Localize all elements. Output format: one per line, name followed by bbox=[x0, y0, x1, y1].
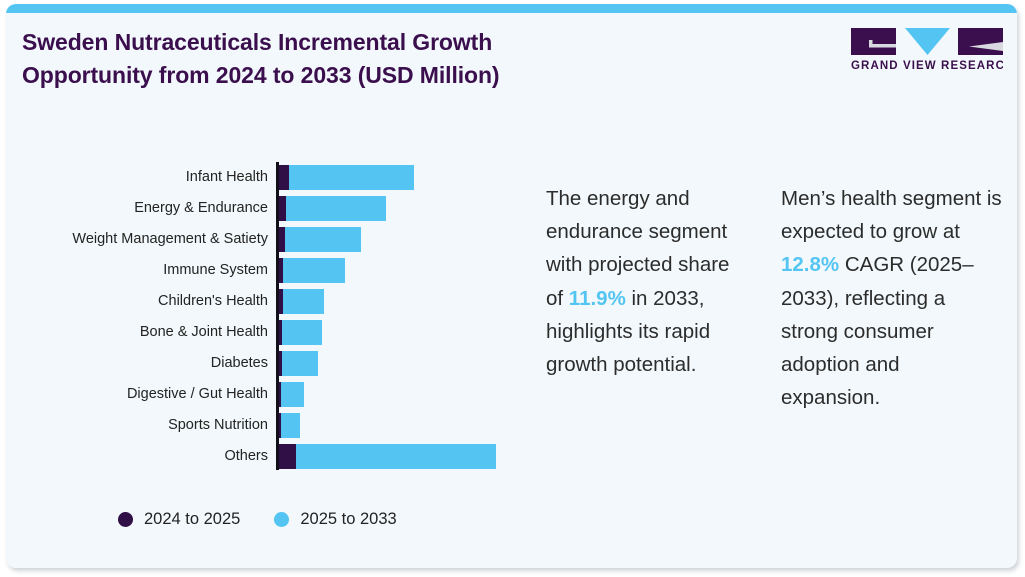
note-1-highlight: 11.9% bbox=[568, 286, 626, 310]
bar-category-label: Weight Management & Satiety bbox=[72, 231, 268, 247]
stacked-bar bbox=[279, 258, 345, 283]
bar-category-label: Diabetes bbox=[210, 355, 268, 371]
bar-row: Weight Management & Satiety bbox=[6, 224, 526, 255]
bar-row: Sports Nutrition bbox=[6, 410, 526, 441]
stacked-bar bbox=[279, 196, 386, 221]
bar-segment-2025-2033 bbox=[285, 227, 361, 252]
page-title-line-2: Opportunity from 2024 to 2033 (USD Milli… bbox=[22, 61, 500, 88]
bar-segment-2025-2033 bbox=[283, 258, 345, 283]
stacked-bar bbox=[279, 351, 318, 376]
legend-swatch-icon bbox=[274, 512, 290, 527]
bar-segment-2025-2033 bbox=[282, 320, 322, 345]
bar-segment-2024-2025 bbox=[279, 227, 285, 252]
y-axis-line bbox=[276, 162, 279, 470]
stacked-bar bbox=[279, 289, 324, 314]
bar-category-label: Bone & Joint Health bbox=[139, 324, 268, 340]
note-energy-endurance: The energy and endurance segment with pr… bbox=[546, 182, 746, 381]
stacked-bar bbox=[279, 227, 361, 252]
bar-segment-2024-2025 bbox=[279, 351, 282, 376]
stacked-bar bbox=[279, 382, 304, 407]
chart-legend: 2024 to 2025 2025 to 2033 bbox=[118, 510, 397, 529]
bar-row: Diabetes bbox=[6, 348, 526, 379]
bar-category-label: Immune System bbox=[163, 262, 268, 278]
page-title: Sweden Nutraceuticals Incremental Growth… bbox=[22, 26, 702, 91]
bar-row: Children's Health bbox=[6, 286, 526, 317]
bar-segment-2024-2025 bbox=[279, 320, 282, 345]
bar-segment-2025-2033 bbox=[289, 165, 414, 190]
bar-segment-2024-2025 bbox=[279, 382, 281, 407]
stacked-bar bbox=[279, 165, 414, 190]
stacked-bar bbox=[279, 444, 496, 469]
bar-segment-2024-2025 bbox=[279, 289, 283, 314]
stacked-bar bbox=[279, 320, 322, 345]
bar-row: Digestive / Gut Health bbox=[6, 379, 526, 410]
note-1-text-after: in 2033, highlights its rapid growth pot… bbox=[546, 286, 711, 377]
bar-row: Others bbox=[6, 441, 526, 472]
page-title-line-1: Sweden Nutraceuticals Incremental Growth bbox=[22, 29, 493, 55]
bar-segment-2025-2033 bbox=[296, 444, 496, 469]
legend-item[interactable]: 2024 to 2025 bbox=[118, 510, 240, 529]
bar-category-label: Infant Health bbox=[185, 169, 268, 185]
bar-row: Immune System bbox=[6, 255, 526, 286]
bar-segment-2025-2033 bbox=[281, 413, 300, 438]
incremental-growth-bar-chart: Infant Health Energy & Endurance Weight Ma… bbox=[6, 154, 526, 484]
note-2-highlight: 12.8% bbox=[781, 253, 840, 277]
bar-segment-2024-2025 bbox=[279, 196, 286, 221]
bar-rows: Infant Health Energy & Endurance Weight Ma… bbox=[6, 162, 526, 472]
bar-segment-2024-2025 bbox=[279, 413, 281, 438]
bar-segment-2025-2033 bbox=[281, 382, 304, 407]
bar-segment-2025-2033 bbox=[283, 289, 324, 314]
gvr-logo-icon: GRAND VIEW RESEARCH bbox=[851, 28, 1003, 72]
stacked-bar bbox=[279, 413, 300, 438]
note-2-text-after: CAGR (2025–2033), reflecting a strong co… bbox=[781, 253, 974, 410]
bar-category-label: Sports Nutrition bbox=[168, 417, 268, 433]
note-mens-health: Men’s health segment is expected to grow… bbox=[781, 182, 1003, 414]
bar-segment-2024-2025 bbox=[279, 165, 289, 190]
note-2-text-before: Men’s health segment is expected to grow… bbox=[781, 187, 1002, 244]
bar-segment-2025-2033 bbox=[282, 351, 318, 376]
legend-item[interactable]: 2025 to 2033 bbox=[274, 510, 397, 529]
chart-card: Sweden Nutraceuticals Incremental Growth… bbox=[6, 4, 1017, 568]
bar-row: Infant Health bbox=[6, 162, 526, 193]
legend-label: 2024 to 2025 bbox=[144, 510, 241, 528]
bar-segment-2024-2025 bbox=[279, 258, 283, 283]
logo-wordmark: GRAND VIEW RESEARCH bbox=[851, 60, 1003, 72]
bar-segment-2025-2033 bbox=[286, 196, 386, 221]
bar-row: Energy & Endurance bbox=[6, 193, 526, 224]
bar-category-label: Others bbox=[224, 448, 268, 464]
legend-swatch-icon bbox=[118, 512, 133, 527]
bar-category-label: Energy & Endurance bbox=[134, 200, 268, 216]
bar-category-label: Digestive / Gut Health bbox=[126, 386, 268, 402]
grand-view-research-logo: GRAND VIEW RESEARCH bbox=[851, 28, 1003, 74]
bar-segment-2024-2025 bbox=[279, 444, 296, 469]
bar-row: Bone & Joint Health bbox=[6, 317, 526, 348]
top-accent-bar bbox=[6, 4, 1017, 13]
bar-category-label: Children's Health bbox=[158, 293, 268, 309]
legend-label: 2025 to 2033 bbox=[300, 510, 397, 528]
note-1-text-before: The energy and endurance segment with pr… bbox=[546, 187, 730, 310]
